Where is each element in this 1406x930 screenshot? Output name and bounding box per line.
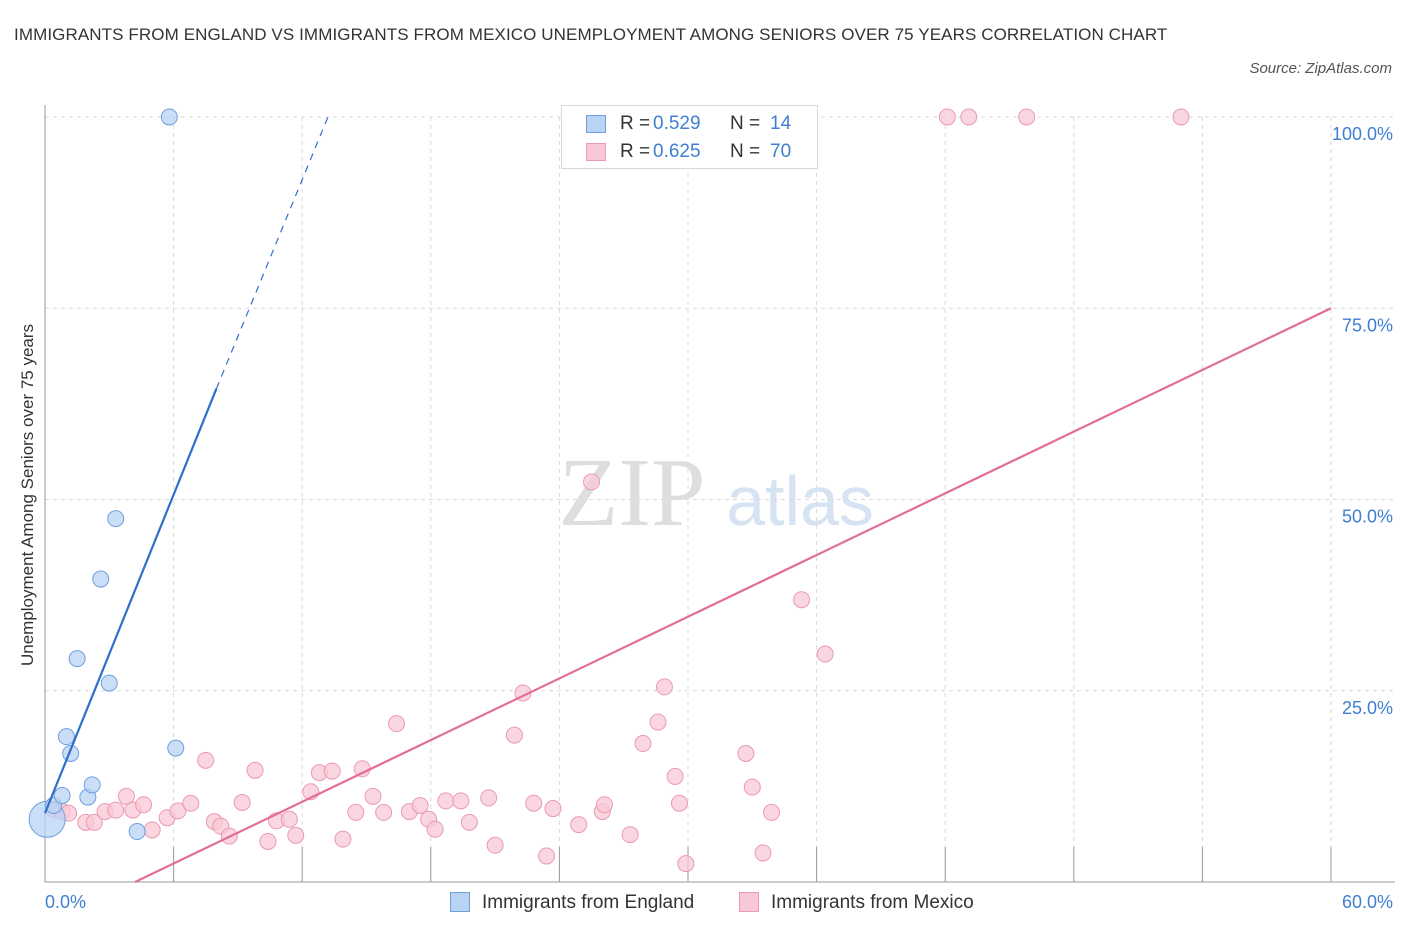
- x-tick-label: 60.0%: [1342, 892, 1393, 912]
- data-point-mexico: [743, 778, 761, 796]
- data-point-mexico: [169, 802, 187, 820]
- data-point-mexico: [544, 800, 562, 818]
- data-point-england: [107, 510, 125, 528]
- data-point-mexico: [655, 678, 673, 696]
- data-point-mexico: [411, 797, 429, 814]
- data-point-mexico: [375, 803, 393, 821]
- watermark-atlas: atlas: [726, 462, 874, 540]
- r-value: 0.625: [653, 141, 701, 162]
- legend-swatch-mexico: [586, 143, 606, 161]
- data-point-england: [68, 650, 86, 668]
- legend-label-england: Immigrants from England: [482, 892, 695, 913]
- data-point-mexico: [621, 826, 639, 844]
- data-point-mexico: [634, 735, 652, 753]
- y-tick-label: 50.0%: [1342, 507, 1393, 527]
- data-point-mexico: [280, 810, 298, 828]
- data-point-mexico: [182, 794, 200, 812]
- data-point-mexico: [197, 751, 215, 769]
- data-point-mexico: [505, 726, 523, 744]
- data-point-mexico: [259, 832, 277, 850]
- chart-title: IMMIGRANTS FROM ENGLAND VS IMMIGRANTS FR…: [14, 25, 1168, 44]
- data-point-mexico: [452, 792, 470, 810]
- data-point-mexico: [960, 108, 978, 126]
- data-point-mexico: [670, 794, 688, 812]
- data-point-mexico: [437, 792, 455, 810]
- correlation-legend: R = 0.529 N = 14 R = 0.625 N = 70: [561, 105, 818, 169]
- axes: [44, 105, 1395, 883]
- trend-line-england: [43, 388, 218, 814]
- source-label: Source: ZipAtlas.com: [1249, 60, 1392, 77]
- data-point-mexico: [143, 821, 161, 839]
- watermark-zip: ZIP: [559, 439, 706, 547]
- data-point-mexico: [107, 801, 125, 819]
- data-point-mexico: [364, 787, 382, 805]
- y-tick-label: 25.0%: [1342, 698, 1393, 718]
- y-tick-label: 75.0%: [1342, 315, 1393, 335]
- n-value: 14: [770, 113, 792, 134]
- trend-line-mexico: [134, 307, 1332, 883]
- legend-swatch-england: [586, 115, 606, 133]
- series-mexico: [45, 108, 1190, 873]
- data-point-england: [100, 674, 118, 692]
- data-point-mexico: [666, 767, 684, 785]
- x-tick-label: 0.0%: [45, 892, 86, 912]
- data-point-mexico: [595, 796, 613, 814]
- n-value: 70: [770, 141, 792, 162]
- data-point-mexico: [233, 793, 251, 811]
- data-point-mexico: [353, 760, 371, 778]
- data-point-mexico: [1018, 108, 1036, 126]
- n-label: N =: [730, 113, 761, 134]
- data-point-mexico: [538, 847, 556, 865]
- data-point-mexico: [649, 713, 667, 731]
- r-label: R =: [620, 113, 651, 134]
- data-point-mexico: [246, 761, 264, 779]
- data-point-mexico: [677, 855, 695, 873]
- data-point-mexico: [388, 715, 406, 733]
- r-value: 0.529: [653, 113, 701, 134]
- data-point-mexico: [816, 645, 834, 663]
- data-point-mexico: [135, 796, 153, 814]
- data-point-mexico: [1172, 108, 1190, 126]
- r-label: R =: [620, 141, 651, 162]
- series-england: [28, 108, 185, 841]
- data-point-mexico: [117, 787, 135, 805]
- data-point-mexico: [486, 836, 504, 854]
- data-point-mexico: [793, 591, 811, 609]
- legend-swatch-mexico: [739, 892, 759, 912]
- data-point-england: [128, 823, 146, 841]
- y-tick-label: 100.0%: [1332, 124, 1393, 144]
- data-point-mexico: [737, 744, 755, 762]
- data-point-england: [167, 739, 185, 757]
- data-point-mexico: [938, 108, 956, 126]
- data-point-mexico: [334, 830, 352, 848]
- data-point-england: [53, 787, 71, 805]
- data-point-mexico: [763, 803, 781, 821]
- data-point-england: [160, 108, 178, 126]
- trend-lines: [43, 116, 1332, 883]
- legend-swatch-england: [450, 892, 470, 912]
- legend-label-mexico: Immigrants from Mexico: [771, 892, 974, 913]
- data-point-mexico: [85, 813, 103, 831]
- data-point-england: [83, 776, 101, 794]
- data-point-mexico: [347, 803, 365, 821]
- data-point-mexico: [287, 826, 305, 844]
- tick-labels: 100.0% 75.0% 50.0% 25.0% 0.0% 60.0%: [45, 124, 1393, 912]
- data-point-mexico: [525, 794, 543, 812]
- data-point-mexico: [460, 813, 478, 831]
- data-point-mexico: [426, 820, 444, 838]
- watermark: ZIP atlas: [559, 439, 874, 547]
- n-label: N =: [730, 141, 761, 162]
- data-point-mexico: [480, 789, 498, 807]
- data-point-mexico: [754, 844, 772, 862]
- data-point-england: [92, 570, 110, 588]
- data-point-mexico: [583, 473, 601, 491]
- data-point-mexico: [570, 816, 588, 834]
- data-point-england: [57, 728, 75, 746]
- data-point-mexico: [323, 762, 341, 780]
- trend-line-england-extension: [215, 116, 329, 389]
